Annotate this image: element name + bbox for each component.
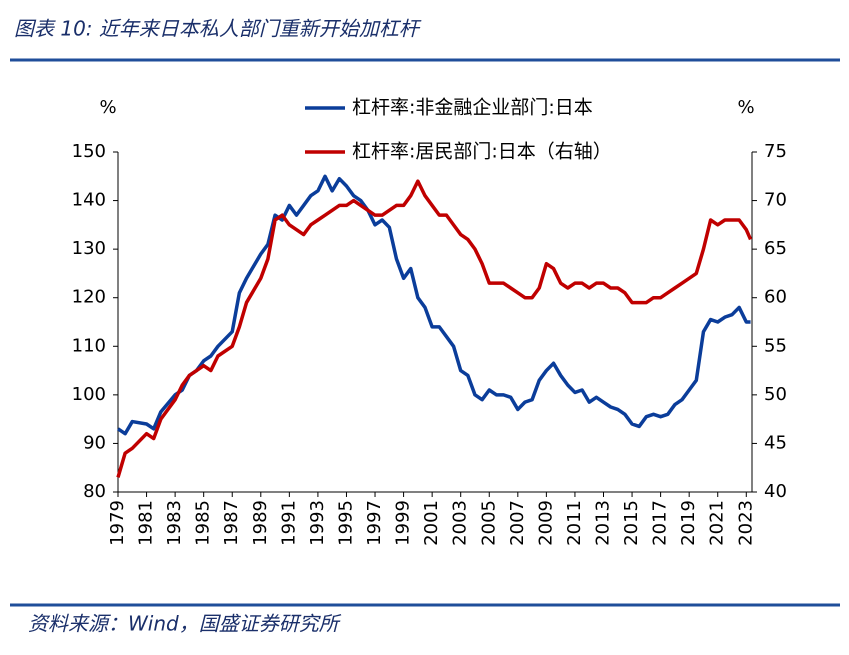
x-tick-label: 2021 (707, 500, 728, 546)
y2-tick-label: 70 (764, 190, 787, 211)
y-tick-label: 130 (72, 238, 106, 259)
y-tick-label: 150 (72, 141, 106, 162)
y2-axis-label: % (737, 97, 754, 118)
x-tick-label: 1985 (193, 500, 214, 546)
y2-tick-label: 50 (764, 384, 787, 405)
x-tick-label: 1995 (335, 500, 356, 546)
y-tick-label: 80 (83, 481, 106, 502)
x-tick-label: 2001 (421, 500, 442, 546)
x-tick-label: 2005 (478, 500, 499, 546)
legend-label: 杠杆率:居民部门:日本（右轴） (352, 141, 612, 163)
x-tick-label: 1999 (393, 500, 414, 546)
x-tick-label: 1979 (107, 500, 128, 546)
x-tick-label: 2003 (450, 500, 471, 546)
x-tick-label: 2015 (621, 500, 642, 546)
source: 资料来源：Wind，国盛证券研究所 (28, 612, 342, 636)
y2-tick-label: 45 (764, 432, 787, 453)
y-tick-label: 100 (72, 384, 106, 405)
x-tick-label: 1981 (136, 500, 157, 546)
y-tick-label: 140 (72, 190, 106, 211)
series-line (116, 179, 753, 478)
x-tick-label: 1997 (364, 500, 385, 546)
y2-tick-label: 40 (764, 481, 787, 502)
x-tick-label: 2011 (564, 500, 585, 546)
y-tick-label: 110 (72, 335, 106, 356)
y-tick-label: 120 (72, 287, 106, 308)
x-tick-label: 2009 (535, 500, 556, 546)
y-axis-label: % (99, 97, 116, 118)
x-tick-label: 1991 (278, 500, 299, 546)
x-tick-label: 2023 (735, 500, 756, 546)
x-tick-label: 2007 (507, 500, 528, 546)
x-tick-label: 2019 (678, 500, 699, 546)
y2-tick-label: 65 (764, 238, 787, 259)
y2-tick-label: 60 (764, 287, 787, 308)
y2-tick-label: 55 (764, 335, 787, 356)
x-tick-label: 1983 (164, 500, 185, 546)
legend-label: 杠杆率:非金融企业部门:日本 (352, 97, 593, 119)
x-tick-label: 1993 (307, 500, 328, 546)
x-tick-label: 1989 (250, 500, 271, 546)
chart-title: 图表 10: 近年来日本私人部门重新开始加杠杆 (14, 17, 422, 41)
series-line (117, 174, 751, 436)
y-tick-label: 90 (83, 432, 106, 453)
x-tick-label: 1987 (221, 500, 242, 546)
x-tick-label: 2013 (592, 500, 613, 546)
x-tick-label: 2017 (650, 500, 671, 546)
y2-tick-label: 75 (764, 141, 787, 162)
